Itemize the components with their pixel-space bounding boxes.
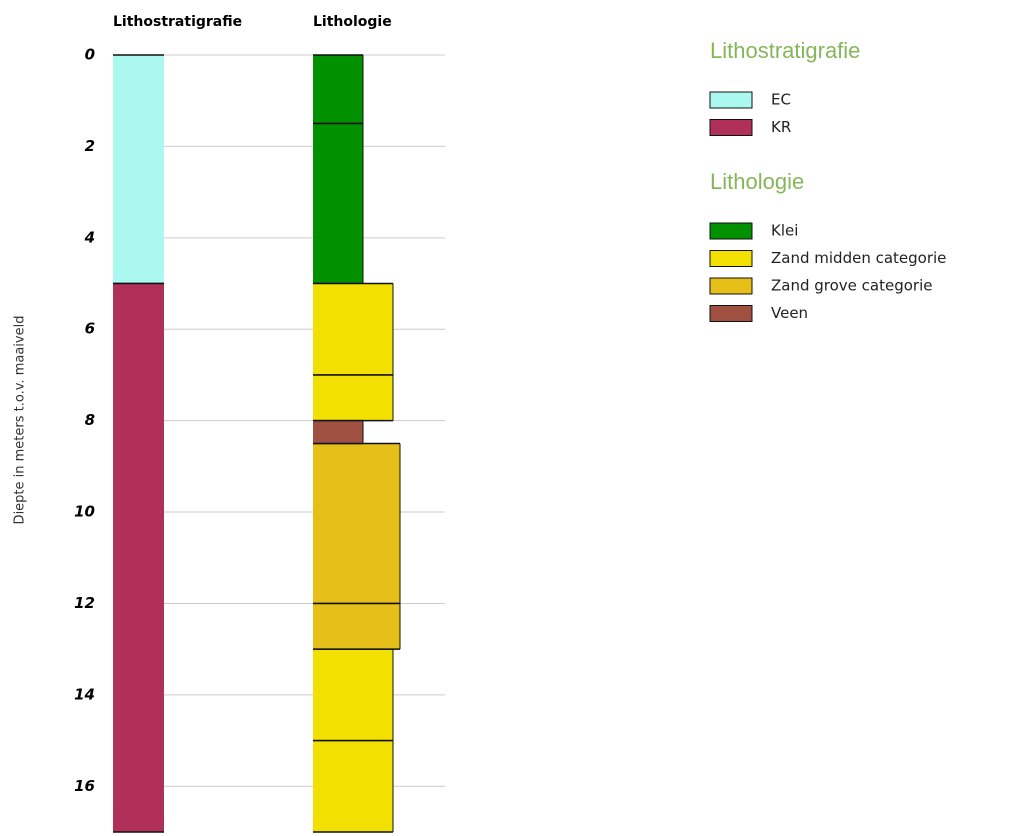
column-title: Lithostratigrafie	[113, 14, 242, 30]
y-tick-label: 0	[85, 46, 95, 64]
legend-title: Lithostratigrafie	[710, 38, 860, 63]
y-tick-label: 16	[74, 777, 95, 795]
y-tick-label: 14	[74, 685, 95, 703]
layer	[313, 283, 393, 375]
legend-title: Lithologie	[710, 169, 804, 194]
legend-swatch	[709, 277, 753, 295]
legend-swatch	[709, 91, 753, 109]
y-tick-label: 12	[74, 594, 95, 612]
y-tick-label: 8	[85, 411, 95, 429]
layer	[113, 55, 164, 284]
layer	[313, 443, 400, 604]
layer	[313, 649, 393, 741]
legend-label: KR	[771, 118, 791, 136]
legend-label: Klei	[771, 222, 798, 240]
y-tick-label: 6	[85, 320, 95, 338]
layer	[313, 123, 363, 284]
legend-label: EC	[771, 91, 791, 109]
legend-label: Zand midden categorie	[771, 249, 946, 267]
layer	[313, 374, 393, 421]
legend-swatch	[709, 250, 753, 267]
layer	[313, 740, 393, 832]
y-tick-label: 10	[74, 503, 95, 521]
y-axis-label: Diepte in meters t.o.v. maaiveld	[13, 316, 28, 525]
layer	[313, 420, 363, 444]
legend-label: Zand grove categorie	[771, 277, 932, 295]
legend-swatch	[709, 119, 753, 136]
layer	[313, 55, 363, 124]
legend-label: Veen	[771, 304, 808, 322]
layer	[113, 283, 164, 832]
layer	[313, 603, 400, 650]
column-title: Lithologie	[313, 14, 392, 30]
y-tick-label: 2	[85, 137, 95, 155]
legend-swatch	[709, 305, 753, 322]
y-tick-label: 4	[84, 228, 95, 246]
legend-swatch	[709, 222, 753, 240]
